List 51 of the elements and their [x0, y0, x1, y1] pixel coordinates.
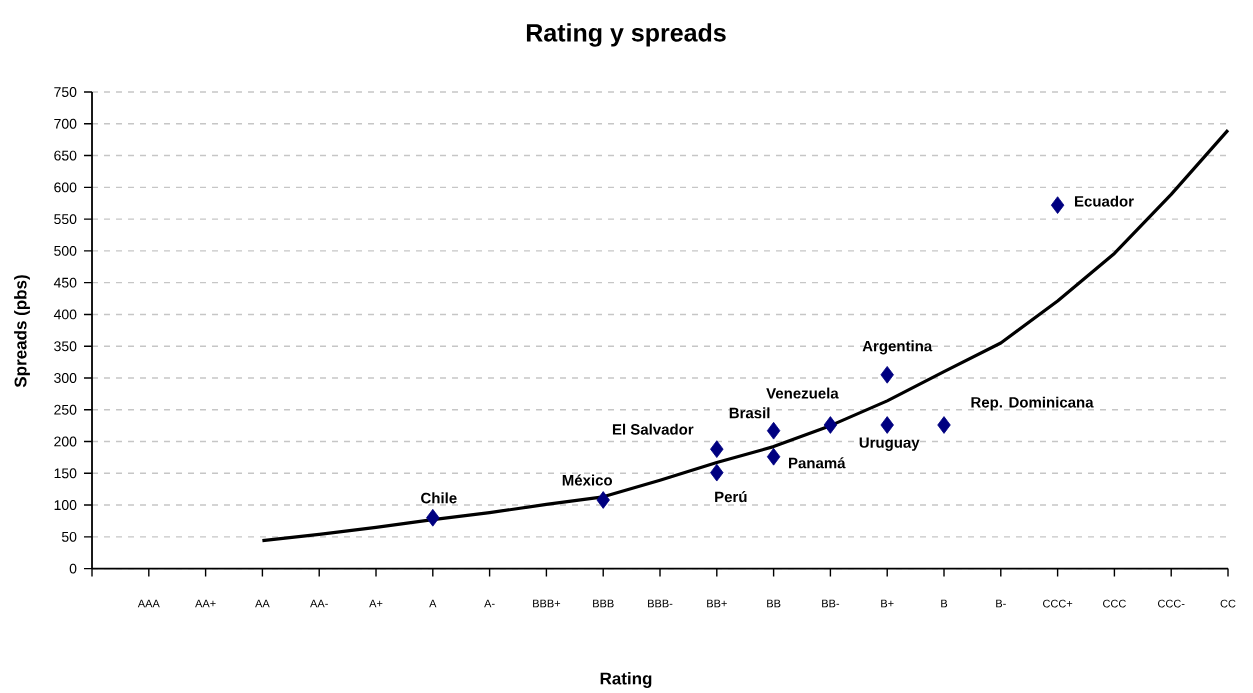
y-tick-label: 150: [54, 468, 77, 479]
annotation: Panamá: [789, 457, 846, 469]
annotation: Perú: [715, 491, 747, 503]
x-tick-label: BBB+: [533, 599, 561, 608]
annotation: México: [562, 474, 613, 486]
x-tick-label: A-: [484, 599, 495, 608]
line-series: [260, 128, 1230, 543]
x-tick-label: AA: [255, 599, 270, 608]
y-tick-label: 400: [53, 309, 77, 320]
x-tick-label: AAA: [137, 599, 160, 608]
y-tick-label: 450: [53, 277, 77, 288]
y-tick-label: 200: [54, 436, 77, 447]
y-tick-label: 0: [69, 563, 77, 574]
y-tick-label: 700: [54, 118, 77, 129]
annotation: Chile: [421, 492, 457, 504]
y-tick-label: 750: [54, 87, 77, 97]
y-tick-label: 300: [54, 373, 77, 383]
x-tick-label: CCC-: [1158, 599, 1185, 608]
x-tick-label: BB-: [822, 599, 840, 608]
y-tick-label: 550: [54, 214, 77, 225]
annotation: Argentina: [862, 340, 933, 355]
y-tick-label: 250: [54, 404, 77, 415]
x-tick-label: BBB: [593, 599, 614, 608]
y-tick-label: 350: [54, 341, 77, 352]
x-tick-label: B: [941, 599, 948, 608]
x-tick-label: AA+: [195, 599, 216, 608]
x-tick-label: AA-: [310, 599, 328, 608]
x-tick-label: CCC: [1103, 599, 1126, 608]
x-tick-label: BB+: [707, 599, 727, 608]
annotation: Uruguay: [859, 437, 920, 451]
x-tick-label: A: [429, 599, 437, 608]
x-tick-label: B+: [881, 599, 894, 608]
x-tick-label: CCC+: [1043, 599, 1073, 608]
annotation: Ecuador: [1075, 195, 1134, 207]
chart-title: Rating y spreads: [526, 23, 726, 47]
x-axis-title: Rating: [600, 672, 652, 688]
y-tick-label: 500: [54, 245, 77, 256]
annotation: Venezuela: [766, 387, 839, 399]
x-tick-label: BBB-: [648, 599, 673, 608]
x-tick-label: B-: [996, 599, 1006, 608]
x-tick-label: A+: [369, 599, 383, 608]
y-axis-title: Spreads (pbs): [14, 275, 30, 388]
y-tick-label: 50: [61, 531, 77, 542]
y-tick-label: 650: [54, 150, 77, 161]
x-tick-label: BB: [767, 599, 781, 608]
x-tick-label: CC: [1220, 599, 1236, 608]
annotation: Rep. Dominicana: [971, 396, 1094, 411]
annotation: El Salvador: [612, 423, 694, 435]
y-tick-label: 100: [54, 500, 77, 510]
y-tick-label: 600: [54, 182, 77, 193]
annotation: Brasil: [729, 407, 770, 419]
